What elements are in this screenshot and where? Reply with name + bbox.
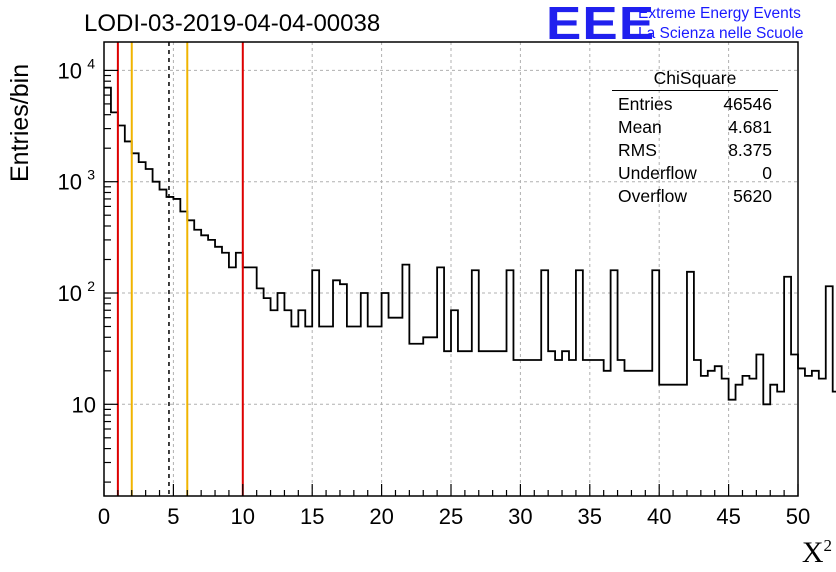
x-tick-label: 25 <box>439 504 463 529</box>
axis-ticks: 0 5 10 15 20 25 30 35 40 45 50 10 10 2 10 3 10 4 <box>58 55 811 529</box>
x-axis-label: X2 <box>802 536 832 570</box>
stats-label: Mean <box>618 117 662 137</box>
stats-value: 4.681 <box>728 117 772 137</box>
stats-box: ChiSquare Entries 46546 Mean 4.681 RMS 8.37… <box>612 68 778 208</box>
stats-label: Underflow <box>618 163 697 183</box>
x-tick-label: 10 <box>231 504 255 529</box>
stats-row-entries: Entries 46546 <box>612 93 778 116</box>
x-tick-label: 45 <box>716 504 740 529</box>
y-axis-label: Entries/bin <box>6 63 34 182</box>
x-tick-label: 35 <box>578 504 602 529</box>
stats-value: 8.375 <box>728 140 772 160</box>
stats-row-rms: RMS 8.375 <box>612 139 778 162</box>
x-axis-label-text: X <box>801 536 824 569</box>
x-tick-label: 0 <box>98 504 110 529</box>
eee-logo: EEE <box>546 0 656 49</box>
stats-row-mean: Mean 4.681 <box>612 116 778 139</box>
y-tick-exponent: 4 <box>87 55 95 71</box>
logo-caption-line1: Extreme Energy Events <box>638 5 801 22</box>
stats-row-overflow: Overflow 5620 <box>612 185 778 208</box>
x-tick-label: 50 <box>786 504 810 529</box>
stats-value: 0 <box>762 163 772 183</box>
histogram-series <box>104 86 836 406</box>
y-tick-label: 10 <box>72 392 96 417</box>
x-tick-label: 40 <box>647 504 671 529</box>
stats-label: RMS <box>618 140 657 160</box>
x-tick-label: 15 <box>300 504 324 529</box>
y-tick-label: 10 <box>58 170 82 195</box>
y-tick-exponent: 3 <box>87 167 95 183</box>
y-tick-label: 10 <box>58 281 82 306</box>
y-tick-exponent: 2 <box>87 278 95 294</box>
stats-value: 5620 <box>733 186 772 206</box>
stats-label: Entries <box>618 94 673 114</box>
stats-label: Overflow <box>618 186 688 206</box>
reference-lines <box>116 42 244 496</box>
stats-value: 46546 <box>723 94 772 114</box>
x-tick-label: 20 <box>369 504 393 529</box>
x-tick-label: 30 <box>508 504 532 529</box>
histogram-bars <box>104 86 836 406</box>
stats-row-underflow: Underflow 0 <box>612 162 778 185</box>
chart-title: LODI-03-2019-04-04-00038 <box>84 10 381 37</box>
logo-caption-line2: La Scienza nelle Scuole <box>638 25 804 42</box>
y-tick-label: 10 <box>58 58 82 83</box>
logo-caption: Extreme Energy Events La Scienza nelle S… <box>638 4 803 44</box>
x-axis-label-exp: 2 <box>823 536 833 555</box>
grid-lines <box>104 42 798 496</box>
x-tick-label: 5 <box>167 504 179 529</box>
stats-title: ChiSquare <box>612 68 778 91</box>
